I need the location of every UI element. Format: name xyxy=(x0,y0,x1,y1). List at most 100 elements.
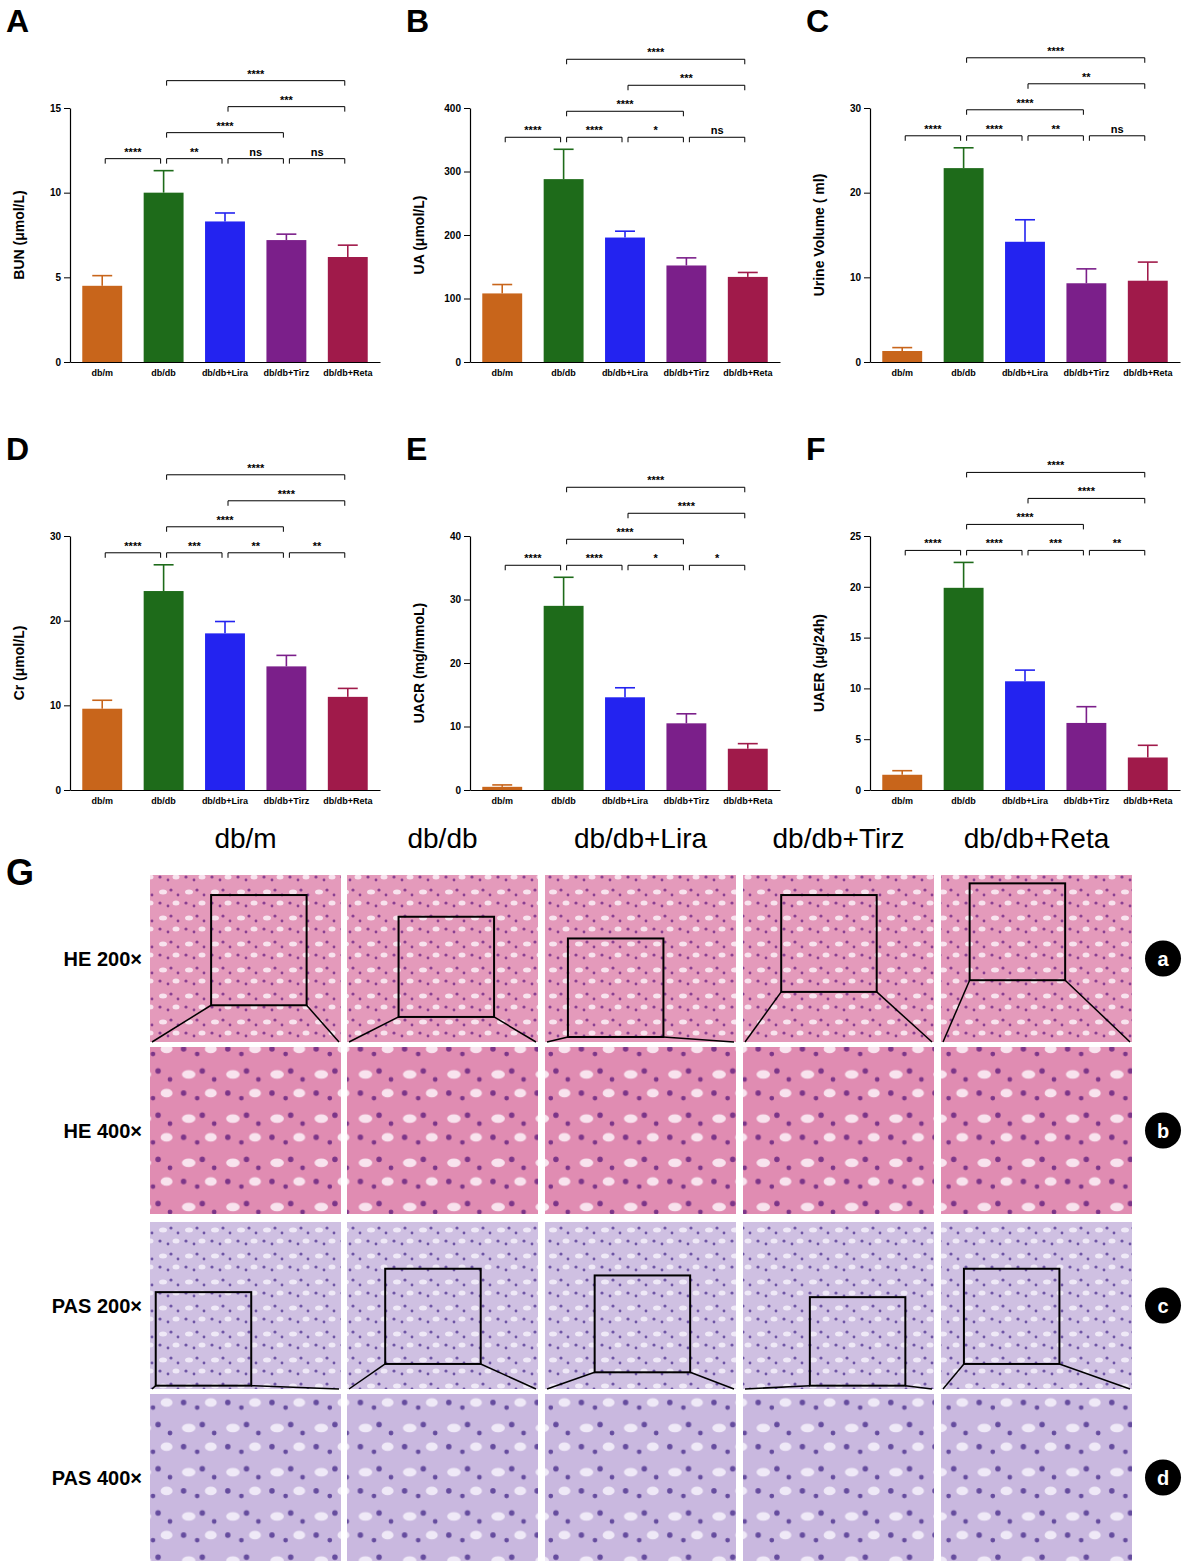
error-cap xyxy=(892,347,912,349)
y-axis-title: UA (μmol/L) xyxy=(411,196,427,275)
bracket xyxy=(905,136,960,141)
bar xyxy=(1005,242,1045,362)
plot-area: 0102030db/mdb/dbdb/db+Liradb/db+Tirzdb/d… xyxy=(50,462,381,807)
panel-letter: F xyxy=(806,431,826,467)
error-stem xyxy=(563,577,565,606)
row-label: HE 200× xyxy=(64,948,142,970)
micrograph xyxy=(941,1047,1132,1214)
zoom-line xyxy=(943,980,970,1042)
bar xyxy=(205,221,245,362)
error-stem xyxy=(163,565,165,591)
error-cap xyxy=(1015,669,1035,671)
axis-line xyxy=(470,537,471,791)
bracket xyxy=(1028,136,1083,141)
bracket xyxy=(567,137,622,142)
y-tick: 15 xyxy=(50,103,70,114)
error-stem xyxy=(347,245,349,257)
bracket xyxy=(567,565,622,570)
error-bar xyxy=(1138,262,1158,281)
x-tick: db/db xyxy=(151,362,176,378)
bar xyxy=(544,606,584,790)
significance-label: **** xyxy=(216,120,234,132)
y-tick-mark xyxy=(464,727,470,728)
panel-letter: E xyxy=(406,431,427,467)
error-bar xyxy=(1138,745,1158,757)
y-tick-mark xyxy=(464,600,470,601)
error-bar xyxy=(554,149,574,179)
y-axis: 0510152025 xyxy=(850,531,871,796)
bracket xyxy=(628,565,683,570)
x-tick: db/db+Lira xyxy=(602,790,649,806)
x-tick: db/db+Reta xyxy=(1123,362,1173,378)
y-tick-mark xyxy=(64,705,70,706)
axis-line xyxy=(470,109,471,363)
significance-label: **** xyxy=(124,146,142,158)
error-cap xyxy=(615,230,635,232)
error-bar xyxy=(492,285,512,294)
error-stem xyxy=(347,688,349,696)
y-tick-label: 0 xyxy=(55,785,61,796)
x-tick-label: db/m xyxy=(491,796,513,806)
bracket xyxy=(628,513,745,518)
error-stem xyxy=(101,700,103,708)
y-tick-mark xyxy=(464,235,470,236)
bar xyxy=(1005,681,1045,790)
error-bar xyxy=(92,276,112,286)
y-tick-mark xyxy=(64,193,70,194)
y-axis-title: UAER (μg/24h) xyxy=(811,614,827,712)
bar xyxy=(266,240,306,362)
error-cap xyxy=(954,562,974,564)
y-tick-label: 200 xyxy=(444,230,461,241)
x-tick: db/db+Lira xyxy=(1002,362,1049,378)
y-tick: 0 xyxy=(855,785,870,796)
row-letter-badge xyxy=(1145,1288,1181,1324)
y-tick-mark xyxy=(864,638,870,639)
significance-label: **** xyxy=(524,552,542,564)
x-tick: db/m xyxy=(891,362,913,378)
y-tick: 20 xyxy=(50,615,70,626)
zoom-line xyxy=(251,1386,339,1389)
x-tick: db/db+Tirz xyxy=(264,790,310,806)
y-tick-label: 0 xyxy=(55,357,61,368)
error-stem xyxy=(286,234,288,240)
micrograph xyxy=(545,1394,736,1561)
x-tick: db/db xyxy=(951,790,976,806)
marks xyxy=(882,148,1167,362)
zoom-line xyxy=(745,1386,810,1389)
y-tick: 10 xyxy=(850,272,870,283)
x-tick-label: db/db+Reta xyxy=(1123,796,1173,806)
marks xyxy=(482,149,767,362)
y-tick-mark xyxy=(864,587,870,588)
y-tick-label: 15 xyxy=(850,632,862,643)
bracket xyxy=(689,565,744,570)
x-tick: db/db+Tirz xyxy=(664,790,710,806)
significance-label: **** xyxy=(1016,97,1034,109)
micrograph xyxy=(743,1394,934,1561)
error-cap xyxy=(554,576,574,578)
x-tick-label: db/db xyxy=(151,796,176,806)
zoom-box xyxy=(385,1269,481,1364)
panel-letter: A xyxy=(6,3,29,39)
row-label: PAS 200× xyxy=(52,1295,142,1317)
y-axis-title: Cr (μmol/L) xyxy=(11,626,27,701)
y-tick: 10 xyxy=(50,700,70,711)
x-tick: db/db+Tirz xyxy=(264,362,310,378)
y-axis: 0 10 20 30 xyxy=(50,531,71,796)
y-tick: 30 xyxy=(50,531,70,542)
y-axis-title: UACR (mg/mmoL) xyxy=(411,603,427,724)
error-stem xyxy=(563,149,565,179)
error-bar xyxy=(338,245,358,257)
bar xyxy=(1066,283,1106,362)
error-cap xyxy=(1138,744,1158,746)
error-stem xyxy=(1147,745,1149,757)
y-tick: 10 xyxy=(850,683,870,694)
significance-brackets: ******nsns*********** xyxy=(105,68,345,164)
error-cap xyxy=(676,257,696,259)
bar xyxy=(328,257,368,362)
error-bar xyxy=(1076,269,1096,283)
error-bar xyxy=(954,148,974,168)
bar xyxy=(944,588,984,790)
significance-label: ** xyxy=(1051,123,1060,135)
x-tick-label: db/db+Lira xyxy=(1002,796,1049,806)
significance-brackets: ************************* xyxy=(905,459,1145,555)
